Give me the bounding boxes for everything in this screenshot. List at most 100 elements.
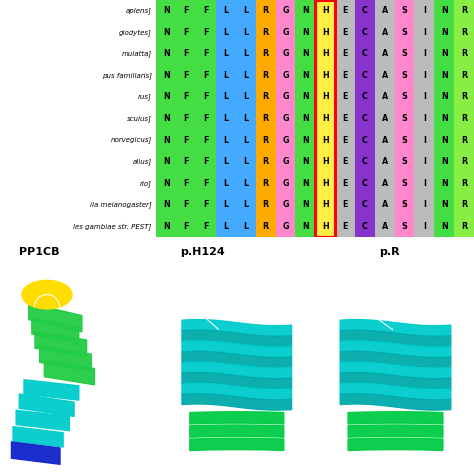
Bar [216, 21, 236, 43]
Bar [434, 21, 454, 43]
Bar [414, 216, 434, 237]
Text: F: F [203, 136, 209, 145]
Text: A: A [382, 71, 388, 80]
Text: F: F [203, 49, 209, 58]
Text: N: N [441, 49, 447, 58]
Text: B: B [11, 278, 19, 288]
Bar [275, 173, 295, 194]
Text: N: N [163, 157, 170, 166]
Text: E: E [342, 49, 347, 58]
Text: E: E [342, 179, 347, 188]
Text: N: N [302, 222, 309, 231]
Text: A: A [382, 6, 388, 15]
Text: L: L [223, 92, 228, 101]
Text: F: F [203, 200, 209, 209]
Text: R: R [461, 200, 467, 209]
Bar [295, 64, 315, 86]
Text: S: S [401, 114, 408, 123]
Text: R: R [263, 222, 269, 231]
Bar [196, 151, 216, 173]
Bar [335, 0, 355, 21]
Bar [236, 21, 255, 43]
Text: N: N [302, 136, 309, 145]
Bar [375, 216, 394, 237]
Bar [335, 86, 355, 108]
Bar [176, 216, 196, 237]
Bar [236, 108, 255, 129]
Bar [414, 43, 434, 64]
Text: S: S [401, 6, 408, 15]
Bar [255, 86, 275, 108]
Text: ARG124: ARG124 [347, 303, 393, 330]
Text: E: E [342, 71, 347, 80]
Bar [335, 151, 355, 173]
Text: N: N [441, 6, 447, 15]
Text: F: F [183, 49, 189, 58]
Bar [454, 43, 474, 64]
Text: R: R [263, 179, 269, 188]
Text: H: H [322, 71, 328, 80]
Bar [315, 21, 335, 43]
Bar [335, 129, 355, 151]
Text: R: R [263, 6, 269, 15]
Text: F: F [183, 71, 189, 80]
Bar [255, 43, 275, 64]
Bar [216, 0, 236, 21]
Bar [156, 194, 176, 216]
Bar [375, 0, 394, 21]
Bar [315, 194, 335, 216]
Text: C: C [169, 278, 177, 288]
Text: rio]: rio] [140, 180, 152, 186]
Text: L: L [223, 222, 228, 231]
Text: HIS124: HIS124 [182, 303, 219, 329]
Text: R: R [263, 200, 269, 209]
Bar [375, 108, 394, 129]
Text: G: G [282, 28, 289, 37]
Text: N: N [302, 179, 309, 188]
Text: N: N [441, 200, 447, 209]
Bar [434, 86, 454, 108]
Text: L: L [223, 136, 228, 145]
Bar [414, 108, 434, 129]
Bar [454, 64, 474, 86]
Bar [375, 21, 394, 43]
Bar [216, 194, 236, 216]
Text: N: N [163, 136, 170, 145]
Bar [255, 151, 275, 173]
Text: L: L [223, 200, 228, 209]
Text: R: R [263, 49, 269, 58]
Bar [255, 173, 275, 194]
Bar [236, 151, 255, 173]
Text: G: G [282, 179, 289, 188]
Bar [176, 64, 196, 86]
Text: N: N [441, 71, 447, 80]
Text: C: C [362, 136, 368, 145]
Bar [335, 43, 355, 64]
Bar [275, 64, 295, 86]
Text: R: R [461, 49, 467, 58]
Text: G: G [282, 71, 289, 80]
Text: H: H [322, 157, 328, 166]
Text: L: L [223, 28, 228, 37]
Bar [315, 64, 335, 86]
Text: F: F [203, 179, 209, 188]
Bar [156, 0, 176, 21]
Bar [414, 129, 434, 151]
Text: L: L [243, 6, 248, 15]
Text: S: S [401, 136, 408, 145]
Bar [156, 173, 176, 194]
Text: G: G [282, 222, 289, 231]
Text: L: L [223, 157, 228, 166]
Text: PP1CB: PP1CB [19, 247, 59, 257]
Bar [255, 194, 275, 216]
Text: L: L [223, 49, 228, 58]
Text: N: N [302, 28, 309, 37]
Text: F: F [203, 157, 209, 166]
Text: I: I [423, 157, 426, 166]
Bar [176, 21, 196, 43]
Bar [255, 129, 275, 151]
Text: L: L [243, 28, 248, 37]
Text: N: N [302, 71, 309, 80]
Bar [176, 129, 196, 151]
Text: F: F [183, 92, 189, 101]
